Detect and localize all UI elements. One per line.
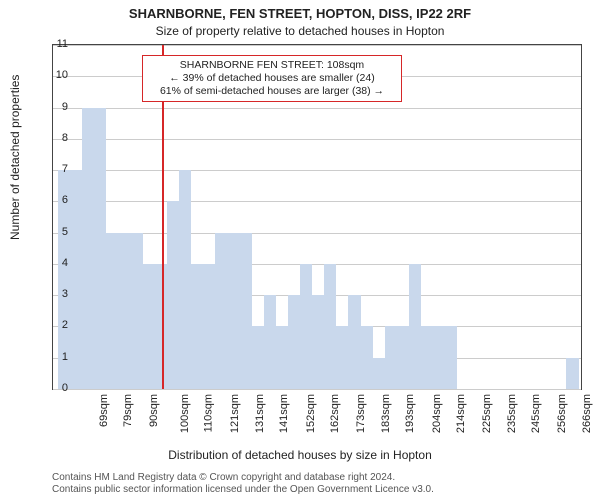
x-tick-label: 69sqm	[98, 394, 110, 427]
histogram-bar	[118, 233, 130, 389]
x-tick-label: 110sqm	[202, 394, 214, 432]
histogram-bar	[215, 233, 227, 389]
y-axis-label: Number of detached properties	[8, 75, 22, 240]
histogram-bar	[94, 108, 106, 389]
gridline	[53, 139, 581, 140]
x-axis-label: Distribution of detached houses by size …	[0, 448, 600, 462]
histogram-bar	[227, 233, 239, 389]
x-tick-label: 225sqm	[482, 394, 494, 433]
y-tick-label: 4	[62, 257, 68, 269]
y-tick-label: 9	[62, 101, 68, 113]
histogram-bar	[203, 264, 215, 389]
y-tick-label: 1	[62, 351, 68, 363]
x-tick-label: 121sqm	[230, 394, 242, 433]
y-tick-label: 2	[62, 319, 68, 331]
x-tick-label: 204sqm	[431, 394, 443, 433]
histogram-bar	[421, 326, 433, 389]
x-tick-label: 141sqm	[278, 394, 290, 433]
histogram-bar	[167, 201, 179, 389]
histogram-bar	[373, 358, 385, 389]
histogram-bar	[264, 295, 276, 389]
histogram-bar	[276, 326, 288, 389]
x-tick-label: 162sqm	[329, 394, 341, 433]
histogram-bar	[155, 264, 167, 389]
x-tick-label: 79sqm	[122, 394, 134, 427]
histogram-bar	[70, 170, 82, 389]
y-tick-label: 0	[62, 382, 68, 394]
histogram-bar	[445, 326, 457, 389]
annotation-line: 61% of semi-detached houses are larger (…	[149, 85, 395, 98]
x-tick-label: 173sqm	[356, 394, 368, 433]
gridline	[53, 45, 581, 46]
histogram-bar	[131, 233, 143, 389]
histogram-bar	[143, 264, 155, 389]
histogram-bar	[409, 264, 421, 389]
histogram-bar	[288, 295, 300, 389]
y-tick-label: 8	[62, 132, 68, 144]
x-tick-label: 235sqm	[506, 394, 518, 433]
x-tick-label: 100sqm	[179, 394, 191, 433]
histogram-bar	[361, 326, 373, 389]
x-tick-label: 183sqm	[380, 394, 392, 433]
y-tick-label: 6	[62, 194, 68, 206]
y-tick-label: 7	[62, 163, 68, 175]
chart-title-main: SHARNBORNE, FEN STREET, HOPTON, DISS, IP…	[0, 6, 600, 21]
annotation-line: ← 39% of detached houses are smaller (24…	[149, 72, 395, 85]
x-tick-label: 256sqm	[557, 394, 569, 433]
gridline	[53, 201, 581, 202]
footnote: Contains HM Land Registry data © Crown c…	[52, 472, 434, 496]
x-tick-label: 214sqm	[455, 394, 467, 433]
x-tick-label: 90sqm	[148, 394, 160, 427]
annotation-line: SHARNBORNE FEN STREET: 108sqm	[149, 59, 395, 72]
histogram-bar	[252, 326, 264, 389]
histogram-bar	[336, 326, 348, 389]
histogram-bar	[385, 326, 397, 389]
x-tick-label: 266sqm	[581, 394, 593, 433]
x-tick-label: 152sqm	[305, 394, 317, 433]
histogram-bar	[348, 295, 360, 389]
annotation-box: SHARNBORNE FEN STREET: 108sqm← 39% of de…	[142, 55, 402, 102]
y-tick-label: 3	[62, 288, 68, 300]
y-tick-label: 5	[62, 226, 68, 238]
chart-title-sub: Size of property relative to detached ho…	[0, 24, 600, 38]
y-tick-label: 10	[56, 69, 68, 81]
histogram-bar	[397, 326, 409, 389]
footnote-line1: Contains HM Land Registry data © Crown c…	[52, 472, 434, 484]
x-tick-label: 245sqm	[530, 394, 542, 433]
histogram-bar	[191, 264, 203, 389]
histogram-bar	[82, 108, 94, 389]
histogram-bar	[566, 358, 578, 389]
x-tick-label: 131sqm	[254, 394, 266, 433]
gridline	[53, 108, 581, 109]
histogram-bar	[106, 233, 118, 389]
histogram-bar	[179, 170, 191, 389]
footnote-line2: Contains public sector information licen…	[52, 484, 434, 496]
y-tick-label: 11	[57, 38, 68, 50]
histogram-bar	[433, 326, 445, 389]
histogram-bar	[324, 264, 336, 389]
histogram-bar	[300, 264, 312, 389]
histogram-bar	[312, 295, 324, 389]
gridline	[53, 389, 581, 390]
x-tick-label: 193sqm	[404, 394, 416, 433]
gridline	[53, 170, 581, 171]
plot-area: SHARNBORNE FEN STREET: 108sqm← 39% of de…	[52, 44, 582, 390]
histogram-bar	[239, 233, 251, 389]
